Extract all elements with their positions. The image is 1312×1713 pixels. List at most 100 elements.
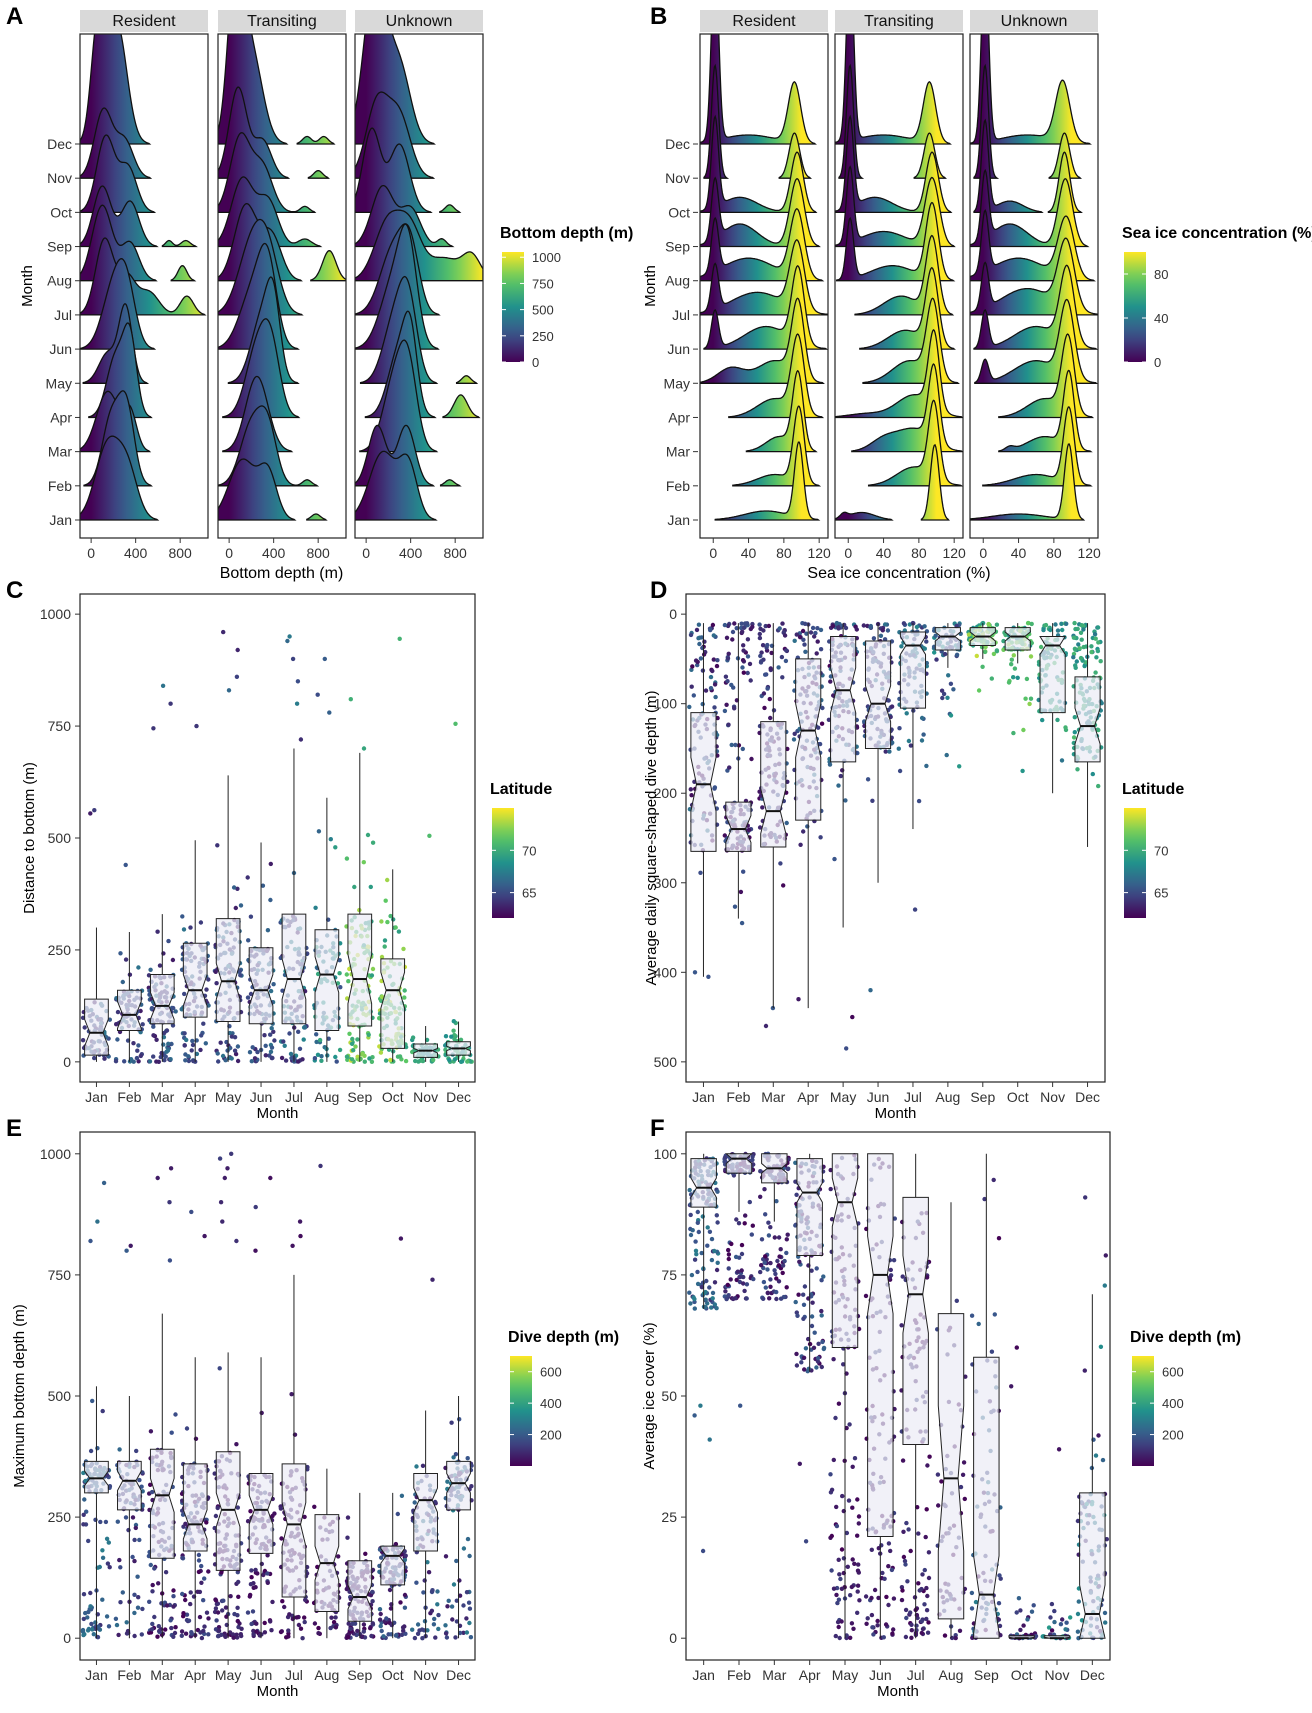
data-point [802, 1367, 807, 1372]
month-tick-label: Dec [47, 136, 72, 152]
data-point [1079, 637, 1084, 642]
data-point [328, 837, 333, 842]
x-tick-label: Feb [117, 1667, 141, 1683]
data-point [980, 620, 986, 626]
data-point [279, 1629, 284, 1634]
data-point [214, 1618, 219, 1623]
data-point [729, 742, 734, 748]
data-point [387, 1587, 393, 1593]
data-point [740, 658, 746, 663]
data-point [810, 1300, 815, 1305]
box-may [830, 636, 857, 763]
x-tick-label: May [215, 1667, 241, 1683]
data-point [370, 840, 376, 845]
data-point [168, 1166, 174, 1171]
data-point [802, 642, 807, 647]
data-point [763, 672, 768, 677]
data-point [410, 1035, 416, 1040]
data-point [766, 1220, 771, 1225]
data-point [196, 1552, 202, 1558]
data-point [255, 1049, 260, 1055]
data-point [904, 1615, 909, 1621]
month-tick-label: Mar [666, 444, 690, 460]
data-point [883, 749, 888, 754]
data-point [821, 1274, 826, 1279]
data-point [249, 1575, 254, 1580]
facet-strip [218, 10, 346, 32]
data-point [189, 1209, 194, 1215]
data-point [903, 1607, 909, 1613]
legend-tick-label: 70 [522, 843, 536, 858]
data-point [122, 1059, 127, 1064]
data-point [388, 1057, 393, 1063]
data-point [771, 708, 777, 713]
data-point [422, 1619, 428, 1624]
data-point [856, 1514, 862, 1519]
data-point [909, 1628, 914, 1633]
data-point [726, 722, 731, 727]
data-point [763, 1023, 769, 1029]
data-point [730, 637, 735, 642]
data-point [278, 1506, 284, 1511]
data-point [377, 1617, 383, 1622]
data-point [217, 1156, 223, 1161]
data-point [315, 1052, 321, 1058]
data-point [457, 1417, 462, 1422]
data-point [398, 1600, 403, 1605]
panel-A: JanFebMarAprMayJunJulAugSepOctNovDecMont… [19, 10, 484, 582]
data-point [698, 870, 703, 875]
data-point [345, 1515, 351, 1520]
data-point [857, 1598, 862, 1603]
data-point [188, 925, 193, 930]
data-point [899, 1597, 905, 1603]
data-point [757, 631, 762, 637]
data-point [167, 1200, 172, 1205]
data-point [708, 627, 713, 633]
data-point [430, 1588, 435, 1593]
data-point [758, 1269, 763, 1275]
data-point [118, 1600, 123, 1605]
panel-label-E: E [6, 1115, 22, 1142]
month-tick-label: Aug [47, 273, 72, 289]
data-point [183, 1597, 188, 1603]
box-dec [446, 1460, 471, 1511]
data-point [715, 658, 720, 663]
data-point [186, 1054, 191, 1059]
data-point [193, 1436, 199, 1442]
data-point [135, 1048, 140, 1053]
data-point [899, 1323, 904, 1328]
data-point [468, 1059, 473, 1064]
data-point [725, 1282, 730, 1288]
data-point [871, 636, 877, 641]
data-point [447, 1057, 452, 1063]
data-point [383, 1058, 389, 1063]
data-point [270, 1599, 275, 1605]
ridge-jan [714, 441, 821, 521]
data-point [265, 928, 271, 933]
data-point [1071, 735, 1077, 740]
x-tick-label: 120 [942, 545, 966, 561]
data-point [368, 884, 373, 890]
data-point [219, 1632, 224, 1638]
data-point [780, 1263, 786, 1268]
x-tick-label: 0 [87, 545, 95, 561]
data-point [924, 1585, 929, 1591]
data-point [81, 1592, 87, 1597]
data-point [433, 1635, 438, 1640]
data-point [453, 721, 458, 726]
facet-frame [354, 33, 484, 539]
facet-strip [835, 10, 963, 32]
x-axis-title: Month [875, 1105, 917, 1122]
data-point [238, 903, 244, 908]
data-point [182, 1043, 187, 1048]
data-point [150, 1582, 155, 1588]
data-point [315, 692, 320, 697]
data-point [235, 647, 240, 653]
data-point [733, 1254, 739, 1260]
data-point [248, 1582, 254, 1587]
data-point [379, 1555, 384, 1560]
ridge-jan [218, 458, 328, 521]
